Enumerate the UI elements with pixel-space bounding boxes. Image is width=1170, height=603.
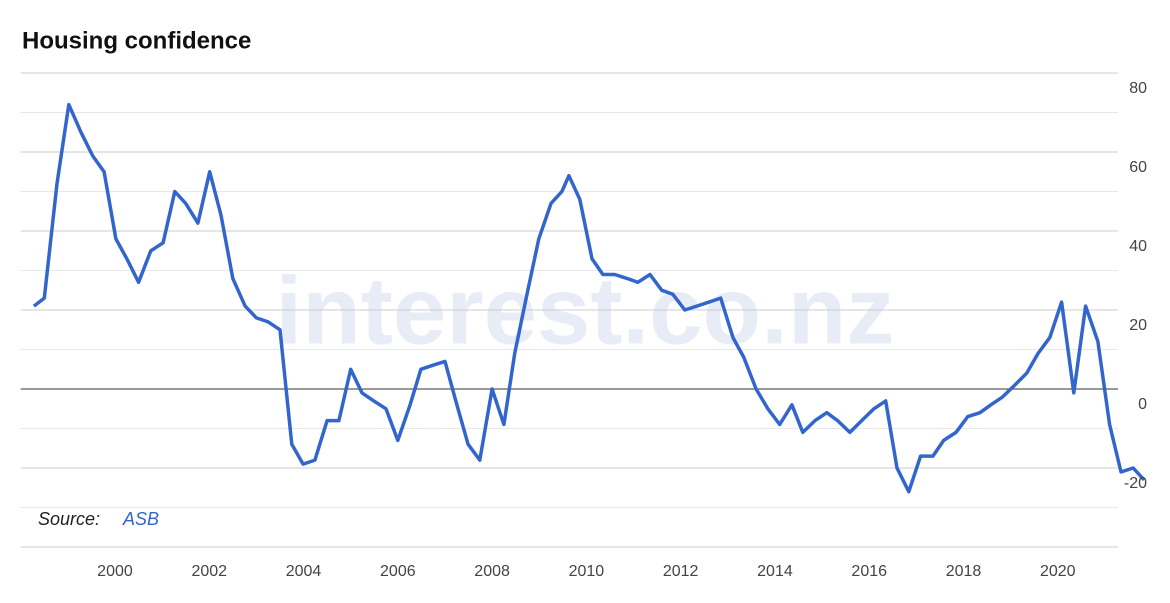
x-tick-label: 2000: [97, 563, 133, 580]
source-link[interactable]: ASB: [122, 509, 159, 529]
y-tick-label: 60: [1129, 159, 1147, 176]
y-tick-label: 0: [1138, 396, 1147, 413]
x-tick-label: 2002: [191, 563, 227, 580]
x-tick-label: 2014: [757, 563, 793, 580]
watermark: interest.co.nz: [276, 257, 895, 364]
x-tick-label: 2008: [474, 563, 510, 580]
chart-title: Housing confidence: [22, 27, 251, 54]
x-tick-label: 2020: [1040, 563, 1076, 580]
x-tick-label: 2018: [946, 563, 982, 580]
y-tick-label: 20: [1129, 317, 1147, 334]
data-line: [32, 102, 1146, 494]
source-label: Source:: [38, 509, 100, 529]
x-tick-label: 2006: [380, 563, 416, 580]
y-tick-label: -20: [1124, 475, 1147, 492]
x-tick-label: 2012: [663, 563, 699, 580]
x-tick-label: 2016: [851, 563, 887, 580]
x-tick-label: 2004: [286, 563, 322, 580]
y-tick-label: 40: [1129, 238, 1147, 255]
y-tick-label: 80: [1129, 80, 1147, 97]
x-tick-label: 2010: [569, 563, 605, 580]
